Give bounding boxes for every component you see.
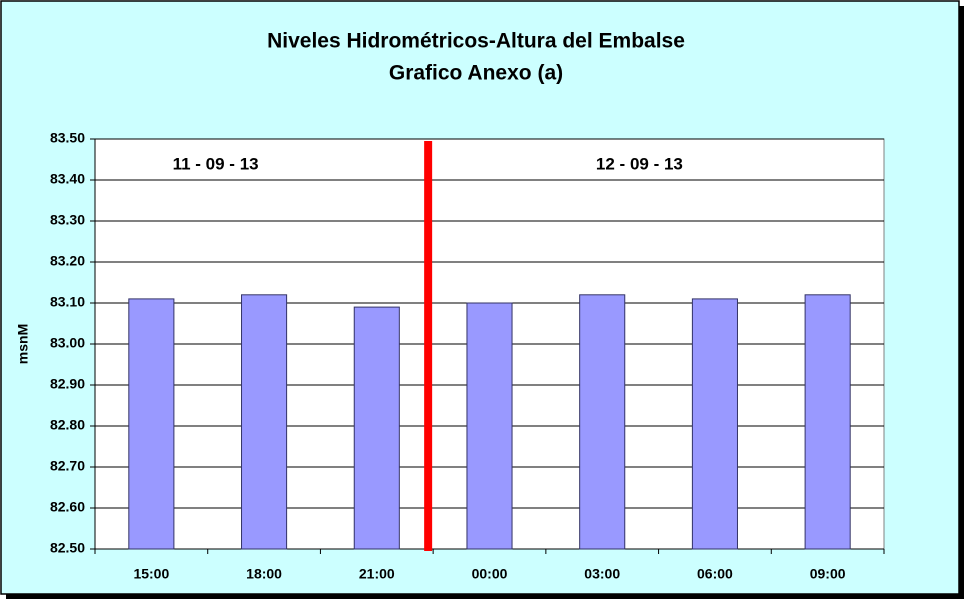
bar — [804, 294, 851, 550]
y-tick-label: 83.50 — [50, 130, 85, 146]
x-tick-label: 00:00 — [472, 566, 508, 582]
chart-subtitle: Grafico Anexo (a) — [389, 62, 563, 85]
x-tick-label: 15:00 — [133, 566, 169, 582]
y-tick-label: 83.40 — [50, 171, 85, 187]
x-tick-label: 09:00 — [810, 566, 846, 582]
x-tick-label: 21:00 — [359, 566, 395, 582]
bar — [691, 298, 738, 550]
bar — [353, 306, 400, 550]
y-tick-label: 82.80 — [50, 417, 85, 433]
y-tick-label: 83.10 — [50, 294, 85, 310]
y-tick-label: 83.20 — [50, 253, 85, 269]
y-tick-label: 83.00 — [50, 335, 85, 351]
x-tick-label: 06:00 — [697, 566, 733, 582]
bar — [241, 294, 288, 550]
y-tick-label: 82.70 — [50, 458, 85, 474]
y-tick-label: 82.90 — [50, 376, 85, 392]
date-annotation: 11 - 09 - 13 — [173, 154, 259, 173]
x-tick-label: 18:00 — [246, 566, 282, 582]
x-tick-label: 03:00 — [584, 566, 620, 582]
bar — [579, 294, 626, 550]
bar — [128, 298, 175, 550]
y-tick-label: 82.60 — [50, 499, 85, 515]
chart-title: Niveles Hidrométricos-Altura del Embalse — [267, 30, 685, 53]
y-axis-label: msnM — [15, 324, 31, 364]
date-annotation: 12 - 09 - 13 — [596, 154, 683, 173]
y-tick-label: 83.30 — [50, 212, 85, 228]
y-tick-label: 82.50 — [50, 540, 85, 556]
bar — [466, 302, 513, 550]
